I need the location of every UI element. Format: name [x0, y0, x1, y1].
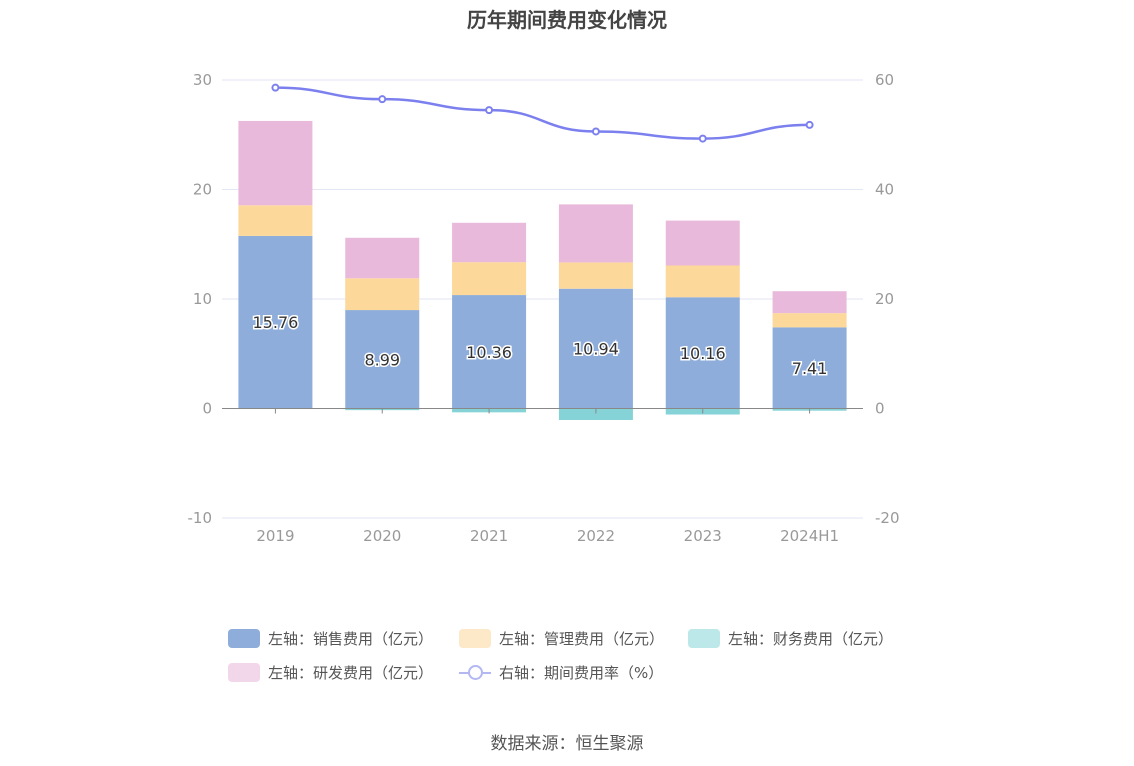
legend-swatch-finance: [688, 629, 720, 648]
legend-swatch-admin: [459, 629, 491, 648]
bar-value-label: 10.94: [573, 340, 619, 359]
bar-segment: [558, 204, 633, 263]
bars: [238, 120, 847, 420]
legend-label-finance: 左轴：财务费用（亿元）: [728, 630, 894, 648]
x-tick-label: 2020: [363, 527, 401, 545]
legend-label-rnd: 左轴：研发费用（亿元）: [268, 664, 434, 682]
rate-point: [805, 120, 814, 129]
x-axis-labels: 2019 2020 2021 2022 2023 2024H1: [256, 527, 839, 545]
bar-segment: [452, 222, 527, 263]
legend-item-sales[interactable]: 左轴：销售费用（亿元）: [228, 628, 433, 649]
bar-segment: [665, 297, 740, 409]
legend-swatch-sales: [228, 629, 260, 648]
rate-point: [698, 134, 707, 143]
bar-segment: [238, 120, 313, 206]
x-tick-label: 2021: [470, 527, 508, 545]
legend-item-finance[interactable]: 左轴：财务费用（亿元）: [688, 628, 893, 649]
rate-line: [271, 83, 814, 143]
source-note: 数据来源：恒生聚源: [490, 734, 644, 754]
bar-value-label: 10.36: [466, 343, 512, 362]
rate-point: [378, 95, 387, 104]
zero-baseline: [222, 408, 863, 414]
legend-label-rate: 右轴：期间费用率（%）: [499, 664, 664, 682]
bar-segment: [558, 408, 633, 420]
x-tick-label: 2024H1: [780, 527, 839, 545]
right-tick-label: 0: [875, 400, 885, 418]
left-axis-labels: -10 0 10 20 30: [188, 71, 213, 527]
right-axis-labels: -20 0 20 40 60: [875, 71, 900, 527]
rate-point: [591, 127, 600, 136]
bar-segment: [665, 220, 740, 266]
bar-segment: [452, 295, 527, 409]
grid-lines: [222, 79, 863, 519]
bar-value-label: 8.99: [364, 350, 400, 369]
bar-segment: [238, 205, 313, 236]
x-tick-label: 2023: [684, 527, 722, 545]
legend-label-sales: 左轴：销售费用（亿元）: [268, 630, 434, 648]
legend-item-rate[interactable]: 右轴：期间费用率（%）: [459, 662, 663, 683]
rate-point: [485, 106, 494, 115]
data-labels: 15.76 8.99 10.36 10.94 10.16 7.41: [251, 312, 829, 380]
bar-segment: [452, 262, 527, 296]
legend-label-admin: 左轴：管理费用（亿元）: [499, 630, 665, 648]
left-tick-label: 0: [202, 400, 212, 418]
left-tick-label: -10: [188, 509, 213, 527]
bar-segment: [772, 291, 847, 314]
x-tick-label: 2019: [256, 527, 294, 545]
bar-segment: [345, 310, 420, 409]
rate-point: [271, 83, 280, 92]
chart-title: 历年期间费用变化情况: [467, 8, 667, 32]
right-tick-label: 40: [875, 181, 894, 199]
bar-value-label: 7.41: [792, 359, 828, 378]
left-tick-label: 20: [193, 181, 212, 199]
right-tick-label: 20: [875, 290, 894, 308]
bar-segment: [558, 262, 633, 289]
left-tick-label: 10: [193, 290, 212, 308]
bar-segment: [238, 235, 313, 409]
rate-line-path: [275, 86, 810, 140]
legend-item-admin[interactable]: 左轴：管理费用（亿元）: [459, 628, 664, 649]
bar-segment: [772, 327, 847, 409]
bar-value-label: 15.76: [253, 313, 299, 332]
bar-segment: [345, 237, 420, 279]
legend-swatch-rate: [459, 663, 491, 682]
bar-value-label: 10.16: [680, 344, 726, 363]
legend-item-rnd[interactable]: 左轴：研发费用（亿元）: [228, 662, 433, 683]
left-tick-label: 30: [193, 71, 212, 89]
right-tick-label: 60: [875, 71, 894, 89]
bar-segment: [345, 278, 420, 311]
bar-segment: [665, 265, 740, 298]
bar-segment: [772, 313, 847, 328]
bar-segment: [558, 288, 633, 409]
right-tick-label: -20: [875, 509, 900, 527]
legend-swatch-rnd: [228, 663, 260, 682]
x-tick-label: 2022: [577, 527, 615, 545]
